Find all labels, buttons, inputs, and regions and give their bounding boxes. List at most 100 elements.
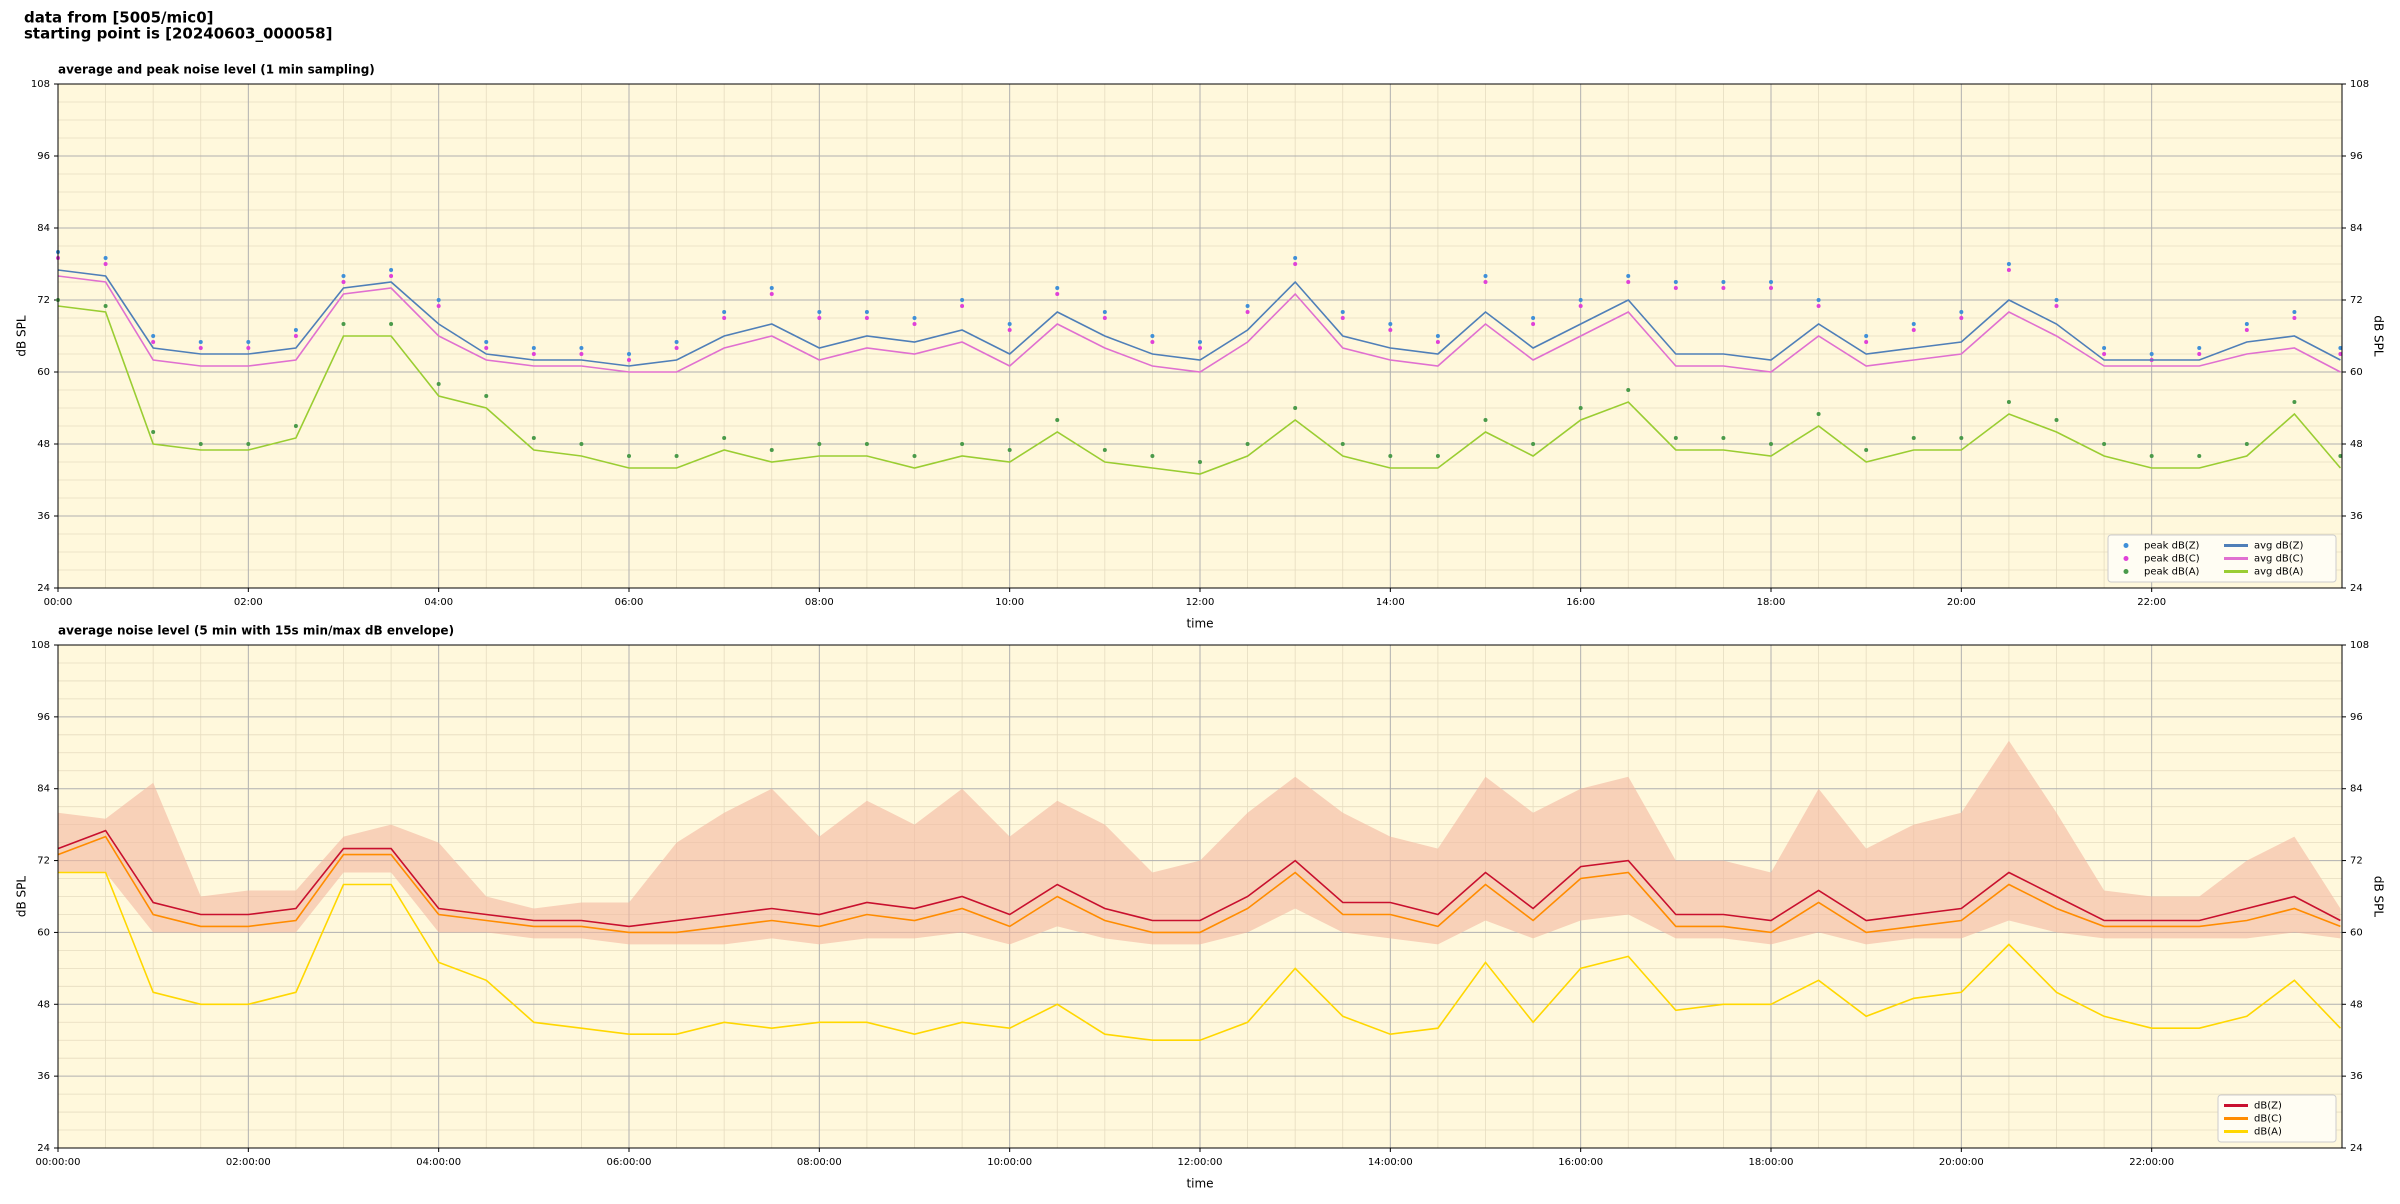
y-tick-label: 84 (2350, 784, 2363, 795)
legend-marker (2123, 543, 2129, 548)
peak-point (484, 394, 489, 398)
plot-frame (57, 83, 2343, 589)
peak-point (2292, 400, 2297, 404)
subplot-title: average noise level (5 min with 15s min/… (58, 624, 454, 638)
x-tick-label: 12:00 (1186, 597, 1215, 608)
peak-point (579, 352, 584, 356)
peak-point (1578, 406, 1583, 410)
peak-point (1340, 442, 1345, 446)
peak-point (960, 304, 965, 308)
peak-point (103, 262, 108, 266)
envelope-band (58, 740, 2341, 945)
peak-point (1198, 340, 1202, 344)
peak-point (1721, 436, 1726, 440)
x-tick-label: 14:00:00 (1368, 1157, 1413, 1168)
legend-marker (2123, 569, 2129, 574)
peak-point (1769, 442, 1773, 446)
peak-point (151, 430, 156, 434)
peak-point (2054, 298, 2059, 302)
peak-point (341, 274, 346, 278)
legend-label: avg dB(A) (2254, 567, 2304, 578)
peak-point (436, 298, 441, 302)
peak-point (1626, 388, 1631, 392)
peak-point (627, 454, 631, 458)
series-line (57, 829, 2341, 928)
peak-point (198, 442, 203, 446)
peak-point (674, 346, 679, 350)
y-tick-label: 36 (2350, 1071, 2363, 1082)
legend-label: avg dB(C) (2254, 554, 2304, 565)
peak-point (1150, 340, 1155, 344)
legend-label: peak dB(A) (2144, 567, 2200, 578)
peak-point (1150, 454, 1155, 458)
peak-point (627, 352, 631, 356)
peak-point (1483, 418, 1488, 422)
peak-point (293, 334, 298, 338)
x-tick-label: 06:00 (615, 597, 644, 608)
peak-point (769, 448, 774, 452)
y-axis-label: dB SPL (15, 315, 29, 357)
peak-point (341, 280, 346, 284)
peak-point (2244, 328, 2249, 332)
peak-point (1388, 454, 1393, 458)
peak-point (293, 328, 298, 332)
peak-point (1055, 418, 1060, 422)
peak-point (1531, 442, 1536, 446)
peak-point (389, 274, 394, 278)
peak-point (1578, 298, 1583, 302)
y-axis-label: dB SPL (15, 876, 29, 918)
legend-label: peak dB(Z) (2144, 541, 2200, 552)
y-tick-label: 60 (37, 367, 50, 378)
peak-point (246, 340, 251, 344)
peak-point (864, 310, 869, 314)
peak-point (1055, 292, 1060, 296)
legend: peak dB(Z) peak dB(C) peak dB(A) avg dB(Z) a… (2107, 534, 2337, 583)
y-tick-label: 24 (2350, 583, 2363, 594)
peak-point (1673, 286, 1678, 290)
peak-point (1435, 454, 1440, 458)
peak-point (1245, 304, 1250, 308)
y-tick-label: 72 (37, 856, 50, 867)
peak-point (674, 340, 679, 344)
peak-point (1293, 256, 1298, 260)
y-tick-label: 36 (2350, 511, 2363, 522)
peak-point (246, 346, 251, 350)
peak-point (2102, 346, 2107, 350)
peak-point (531, 346, 536, 350)
peak-point (151, 340, 156, 344)
peak-point (579, 442, 584, 446)
peak-point (293, 424, 298, 428)
x-tick-label: 08:00 (805, 597, 834, 608)
peak-point (2149, 454, 2154, 458)
series-line (57, 275, 2341, 373)
y-tick-label: 108 (31, 640, 50, 651)
peak-point (2292, 316, 2297, 320)
peak-point (1626, 280, 1631, 284)
peak-point (2244, 322, 2249, 326)
y-tick-label: 36 (37, 511, 50, 522)
peak-point (1911, 436, 1916, 440)
y-tick-label: 108 (2350, 640, 2369, 651)
peak-point (2006, 268, 2011, 272)
y-tick-label: 48 (37, 999, 50, 1010)
y-tick-label: 72 (2350, 295, 2363, 306)
peak-point (1007, 322, 1012, 326)
peak-point (1102, 448, 1107, 452)
x-tick-label: 14:00 (1376, 597, 1405, 608)
peak-point (2006, 400, 2011, 404)
peak-point (1721, 286, 1726, 290)
peak-point (1293, 262, 1298, 266)
peak-point (960, 298, 965, 302)
plot-frame (57, 644, 2343, 1149)
y-tick-label: 60 (2350, 927, 2363, 938)
peak-point (627, 358, 631, 362)
peak-point (2292, 310, 2297, 314)
peak-point (1388, 328, 1393, 332)
peak-point (912, 316, 917, 320)
peak-point (1816, 412, 1821, 416)
x-tick-label: 20:00 (1947, 597, 1976, 608)
peak-point (1435, 334, 1440, 338)
y-axis-label: dB SPL (2372, 315, 2386, 357)
x-tick-label: 22:00 (2137, 597, 2166, 608)
peak-point (674, 454, 679, 458)
